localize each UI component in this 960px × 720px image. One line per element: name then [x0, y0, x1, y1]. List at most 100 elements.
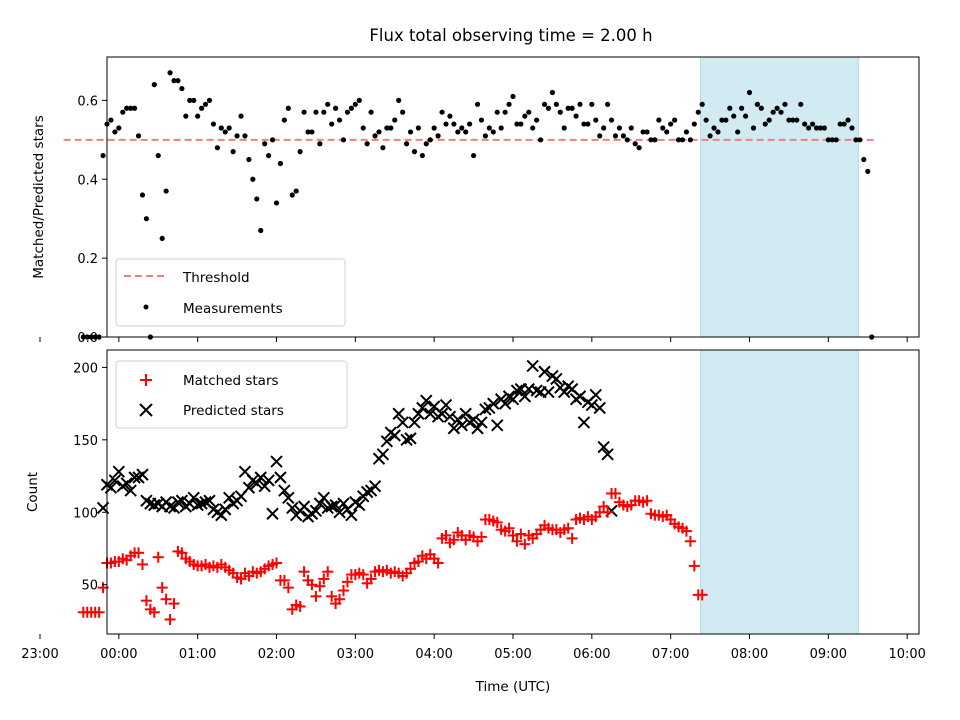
predicted-star-point [270, 455, 283, 468]
predicted-star-point [447, 422, 461, 435]
x-tick-label: 10:00 [888, 647, 925, 662]
x-tick-label: 05:00 [494, 647, 531, 662]
measurement-point [683, 129, 690, 135]
predicted-star-point [254, 471, 267, 484]
measurement-point [597, 133, 603, 139]
measurement-point [135, 133, 142, 139]
matched-star-point [270, 557, 282, 569]
measurement-point [202, 101, 209, 107]
measurement-point [289, 192, 295, 198]
measurement-point [360, 125, 366, 131]
predicted-star-point [215, 508, 228, 522]
predicted-star-point [510, 384, 524, 397]
measurement-point [699, 101, 705, 107]
measurement-point [664, 129, 670, 135]
measurement-point [770, 109, 776, 115]
predicted-star-point [313, 497, 327, 510]
predicted-star-point [175, 494, 189, 507]
matched-star-point [310, 590, 322, 602]
matched-star-point [140, 595, 152, 607]
measurement-point [206, 97, 213, 103]
matched-star-point [609, 487, 621, 499]
measurement-point [565, 105, 571, 111]
top-y-tick-label: 0.0 [77, 331, 98, 346]
matched-star-point [318, 573, 330, 585]
matched-star-point [282, 582, 294, 594]
predicted-star-point [345, 508, 358, 522]
top-y-tick-label: 0.4 [77, 173, 98, 188]
predicted-star-point [163, 500, 177, 513]
measurement-point [829, 137, 835, 143]
predicted-star-point [589, 388, 602, 402]
legend-predicted-swatch [139, 403, 153, 417]
measurement-point [368, 109, 374, 115]
measurement-point [746, 89, 753, 96]
measurement-point [514, 121, 520, 127]
measurement-point [762, 121, 768, 127]
predicted-star-point [467, 413, 480, 426]
measurement-point [116, 125, 122, 131]
measurement-point [131, 105, 138, 111]
measurement-point [317, 141, 323, 147]
matched-star-point [306, 579, 318, 591]
measurement-point [833, 137, 839, 143]
measurement-point [672, 117, 678, 123]
matched-star-point [136, 558, 148, 570]
predicted-star-point [416, 401, 429, 415]
measurement-point [352, 101, 358, 107]
measurement-point [419, 152, 425, 159]
predicted-star-point [597, 440, 610, 454]
matched-star-point [152, 551, 164, 563]
measurement-point [640, 129, 646, 135]
bottom-legend: Matched stars Predicted stars [115, 360, 348, 429]
measurement-point [715, 129, 721, 135]
predicted-star-point [203, 494, 216, 507]
predicted-star-point [550, 372, 563, 386]
matched-star-point [405, 563, 417, 575]
measurement-point [778, 109, 784, 115]
matched-star-point [680, 525, 692, 537]
measurement-point [553, 101, 559, 107]
measurement-point [246, 156, 252, 163]
measurement-point [813, 125, 820, 131]
measurement-point [285, 105, 291, 111]
measurement-point [573, 113, 579, 119]
x-tick-label: 03:00 [337, 647, 374, 662]
measurement-point [608, 117, 615, 123]
measurement-point [557, 109, 563, 115]
measurement-point [727, 105, 733, 111]
measurement-point [199, 105, 205, 111]
legend-measurements-label: Measurements [183, 301, 283, 317]
matched-star-point [696, 589, 708, 601]
measurement-point [530, 125, 536, 131]
predicted-star-point [195, 497, 208, 510]
x-tick-label: 04:00 [415, 647, 452, 662]
measurement-point [309, 129, 315, 135]
predicted-star-point [558, 385, 571, 399]
bottom-y-tick-label: 150 [73, 434, 98, 449]
measurement-point [498, 125, 504, 131]
measurement-point [439, 109, 445, 115]
predicted-star-point [439, 398, 453, 412]
measurement-point [336, 117, 343, 123]
matched-star-point [688, 560, 700, 572]
matched-star-point [160, 593, 172, 605]
measurement-point [545, 105, 552, 111]
legend-matched-swatch [140, 374, 152, 386]
bottom-y-tick-label: 100 [73, 506, 98, 521]
predicted-star-point [451, 413, 465, 426]
measurement-point [92, 334, 98, 340]
bottom-y-tick-label: 200 [73, 361, 98, 376]
matched-star-point [641, 495, 653, 507]
predicted-star-point [286, 501, 299, 515]
measurement-point [463, 129, 469, 135]
predicted-star-point [242, 481, 256, 494]
measurement-point [837, 121, 843, 127]
matched-star-point [519, 538, 531, 550]
x-tick-label: 02:00 [258, 647, 295, 662]
x-tick-label: 07:00 [652, 647, 689, 662]
measurement-point [865, 168, 871, 174]
measurement-point [711, 125, 717, 131]
predicted-star-point [325, 500, 338, 513]
